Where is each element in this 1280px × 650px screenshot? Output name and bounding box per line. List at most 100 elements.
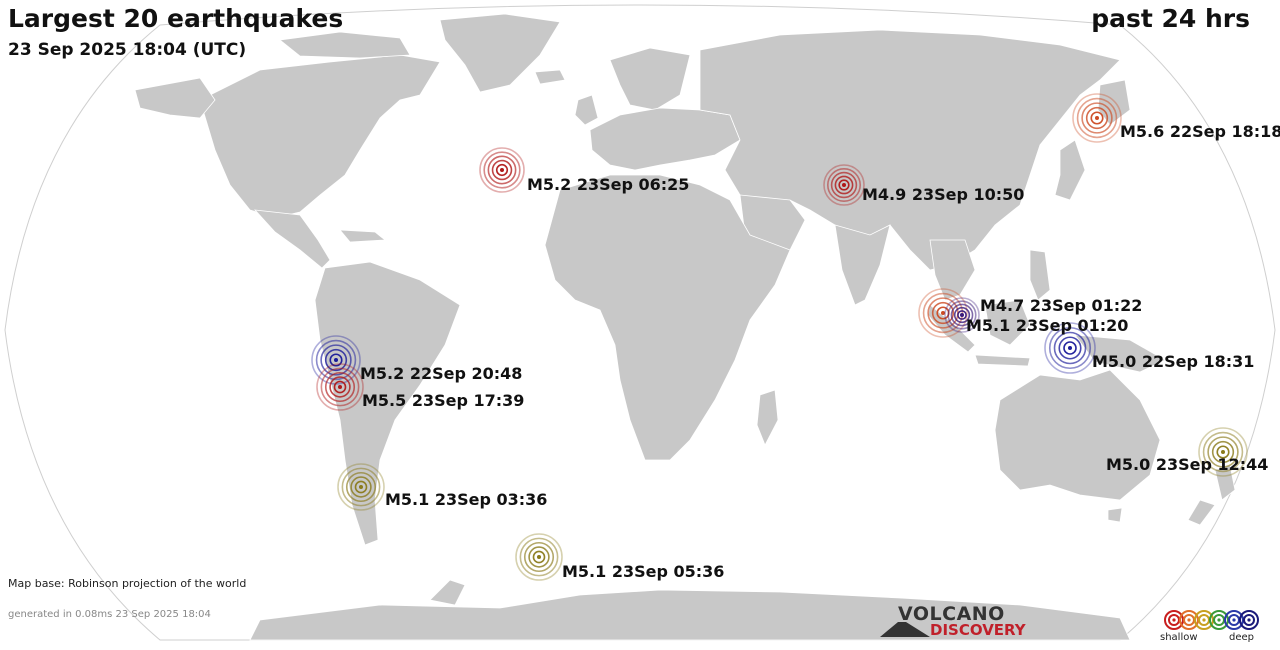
marker-ring <box>1207 436 1239 468</box>
africa <box>544 174 791 461</box>
earthquake-marker[interactable] <box>479 147 525 193</box>
earthquake-marker[interactable] <box>823 164 865 206</box>
marker-ring <box>1053 331 1087 365</box>
volcano-icon <box>880 622 930 637</box>
legend-swatch-center <box>1217 618 1221 622</box>
marker-ring <box>354 480 368 494</box>
marker-ring <box>1211 440 1235 464</box>
earthquake-marker[interactable] <box>337 463 385 511</box>
earthquake-marker[interactable] <box>316 363 364 411</box>
marker-ring <box>953 306 971 324</box>
marker-ring <box>315 339 357 381</box>
marker-ring <box>1048 326 1092 370</box>
new-guinea <box>1074 334 1166 373</box>
marker-center <box>338 385 342 389</box>
marker-ring <box>515 533 563 581</box>
marker-ring <box>495 163 509 177</box>
marker-ring <box>483 151 521 189</box>
map-base-note: Map base: Robinson projection of the wor… <box>8 577 247 590</box>
quake-label-sumatra-1: M4.7 23Sep 01:22 <box>980 296 1143 315</box>
quake-label-chile: M5.1 23Sep 03:36 <box>385 490 548 509</box>
marker-ring <box>487 155 517 185</box>
earthquake-marker[interactable] <box>515 533 563 581</box>
marker-ring <box>838 179 850 191</box>
marker-ring <box>1058 336 1082 360</box>
quake-label-pakistan: M4.9 23Sep 10:50 <box>862 185 1025 204</box>
borneo <box>984 299 1031 346</box>
marker-ring <box>1216 445 1230 459</box>
marker-ring <box>1072 93 1122 143</box>
philippines <box>1029 249 1051 301</box>
marker-center <box>842 183 846 187</box>
caribbean <box>339 229 387 243</box>
iceland <box>534 69 566 85</box>
marker-ring <box>532 550 546 564</box>
earthquake-marker[interactable] <box>1044 322 1096 374</box>
marker-ring <box>329 353 343 367</box>
quake-label-japan: M5.6 22Sep 18:18 <box>1120 122 1280 141</box>
legend-swatch-center <box>1172 618 1176 622</box>
marker-ring <box>329 376 351 398</box>
earthquake-marker[interactable] <box>1198 427 1248 477</box>
quake-label-atlantic: M5.2 23Sep 06:25 <box>527 175 690 194</box>
legend-swatch-center <box>1187 618 1191 622</box>
greenland <box>439 13 561 93</box>
marker-center <box>500 168 504 172</box>
scandinavia <box>609 47 691 111</box>
quake-label-peru-2: M5.5 23Sep 17:39 <box>362 391 525 410</box>
marker-ring <box>491 159 513 181</box>
time-period: past 24 hrs <box>1091 4 1250 33</box>
quake-label-indonesia: M5.0 22Sep 18:31 <box>1092 352 1255 371</box>
marker-ring <box>1076 97 1118 139</box>
marker-ring <box>316 363 364 411</box>
legend-circles <box>1164 610 1259 630</box>
marker-center <box>941 311 945 315</box>
marker-ring <box>324 348 348 372</box>
madagascar <box>756 389 779 446</box>
marker-ring <box>1085 106 1109 130</box>
marker-ring <box>1081 102 1113 134</box>
legend-swatch-center <box>1202 618 1206 622</box>
japan <box>1054 139 1086 201</box>
uk <box>574 94 599 126</box>
marker-ring <box>523 541 555 573</box>
marker-ring <box>1090 111 1104 125</box>
earthquake-marker[interactable] <box>944 297 980 333</box>
marker-center <box>1095 116 1099 120</box>
marker-ring <box>957 310 967 320</box>
australia <box>994 369 1161 501</box>
earthquake-markers <box>311 93 1248 581</box>
legend-swatch-center <box>1247 618 1251 622</box>
java <box>974 354 1031 367</box>
marker-ring <box>1044 322 1096 374</box>
legend-swatch-center <box>1232 618 1236 622</box>
marker-center <box>1221 450 1225 454</box>
marker-ring <box>950 303 974 327</box>
earthquake-marker[interactable] <box>1072 93 1122 143</box>
marker-ring <box>479 147 525 193</box>
logo-line2: DISCOVERY <box>930 621 1026 639</box>
legend-swatch <box>1239 610 1259 630</box>
marker-ring <box>345 471 377 503</box>
marker-ring <box>826 168 861 203</box>
central-america <box>253 209 331 269</box>
earthquake-marker[interactable] <box>918 288 968 338</box>
quake-label-sumatra-2: M5.1 23Sep 01:20 <box>966 316 1129 335</box>
marker-ring <box>320 344 352 376</box>
antarctic-peninsula <box>429 579 466 606</box>
legend-shallow-label: shallow <box>1160 632 1198 643</box>
marker-ring <box>947 300 977 330</box>
marker-center <box>334 358 338 362</box>
generated-note: generated in 0.08ms 23 Sep 2025 18:04 <box>8 609 211 620</box>
volcano-discovery-logo[interactable]: VOLCANO DISCOVERY <box>880 603 1040 643</box>
quake-label-south-atlantic: M5.1 23Sep 05:36 <box>562 562 725 581</box>
marker-ring <box>944 297 980 333</box>
legend-swatch <box>1243 614 1255 626</box>
legend-deep-label: deep <box>1229 632 1254 643</box>
marker-ring <box>918 288 968 338</box>
marker-ring <box>1198 427 1248 477</box>
marker-center <box>1068 346 1072 350</box>
quake-label-kermadec: M5.0 23Sep 12:44 <box>1106 455 1269 474</box>
page-title: Largest 20 earthquakes <box>8 4 344 33</box>
